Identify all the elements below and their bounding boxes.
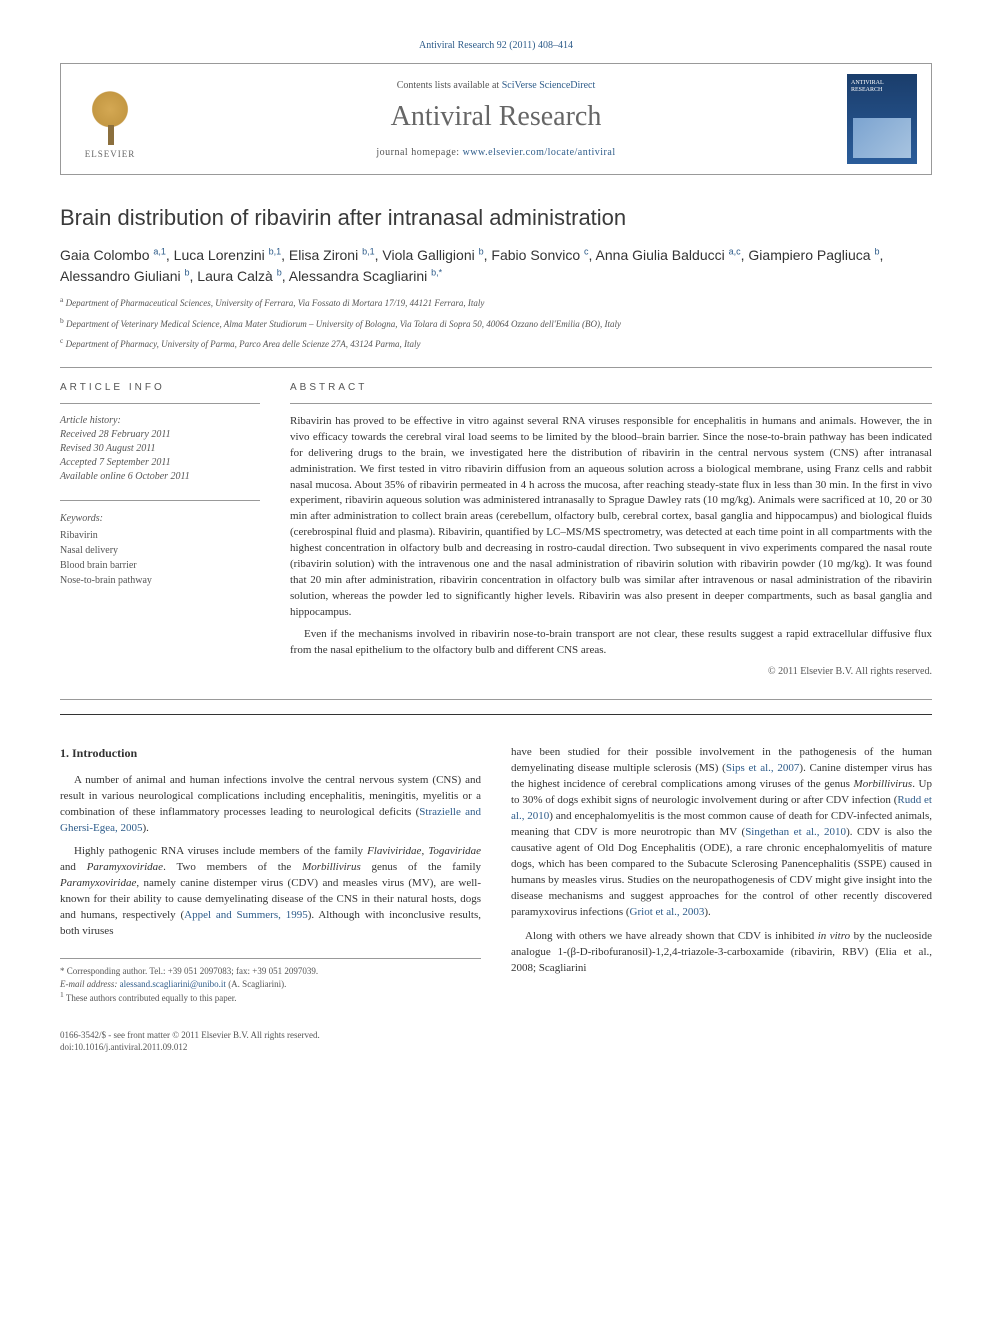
info-rule <box>60 403 260 404</box>
affiliation: b Department of Veterinary Medical Scien… <box>60 316 932 331</box>
homepage-prefix: journal homepage: <box>376 147 462 158</box>
affiliation: a Department of Pharmaceutical Sciences,… <box>60 295 932 310</box>
keywords-block: Keywords: RibavirinNasal deliveryBlood b… <box>60 511 260 588</box>
elsevier-tree-icon <box>85 90 135 145</box>
page-footer: 0166-3542/$ - see front matter © 2011 El… <box>60 1029 932 1054</box>
email-link[interactable]: alessand.scagliarini@unibo.it <box>120 979 226 989</box>
body-right-p1: have been studied for their possible inv… <box>511 745 932 920</box>
journal-center-block: Contents lists available at SciVerse Sci… <box>165 80 827 158</box>
email-line: E-mail address: alessand.scagliarini@uni… <box>60 978 481 991</box>
affiliation: c Department of Pharmacy, University of … <box>60 336 932 351</box>
abstract-p1: Ribavirin has proved to be effective in … <box>290 414 932 621</box>
journal-name: Antiviral Research <box>165 101 827 133</box>
article-info-col: ARTICLE INFO Article history: Received 2… <box>60 382 260 680</box>
body-rule <box>60 714 932 715</box>
contents-prefix: Contents lists available at <box>397 80 502 91</box>
equal-contrib-note: 1 These authors contributed equally to t… <box>60 990 481 1005</box>
corresponding-author: * Corresponding author. Tel.: +39 051 20… <box>60 965 481 978</box>
abstract-heading: ABSTRACT <box>290 382 932 393</box>
intro-heading: 1. Introduction <box>60 745 481 762</box>
email-name: (A. Scagliarini). <box>228 979 286 989</box>
article-info-heading: ARTICLE INFO <box>60 382 260 393</box>
info-abstract-row: ARTICLE INFO Article history: Received 2… <box>60 382 932 680</box>
cover-title: ANTIVIRAL RESEARCH <box>851 80 913 93</box>
abstract-p2: Even if the mechanisms involved in ribav… <box>290 627 932 659</box>
article-history: Article history: Received 28 February 20… <box>60 414 260 484</box>
footnotes: * Corresponding author. Tel.: +39 051 20… <box>60 958 481 1005</box>
keywords-rule <box>60 500 260 501</box>
journal-cover-thumb[interactable]: ANTIVIRAL RESEARCH <box>847 74 917 164</box>
author-list: Gaia Colombo a,1, Luca Lorenzini b,1, El… <box>60 245 932 287</box>
abstract-col: ABSTRACT Ribavirin has proved to be effe… <box>290 382 932 680</box>
history-label: Article history: <box>60 415 121 426</box>
email-label: E-mail address: <box>60 979 117 989</box>
affiliations-block: a Department of Pharmaceutical Sciences,… <box>60 295 932 351</box>
copyright-line: © 2011 Elsevier B.V. All rights reserved… <box>290 665 932 680</box>
sciencedirect-link[interactable]: SciVerse ScienceDirect <box>502 80 596 91</box>
abstract-text: Ribavirin has proved to be effective in … <box>290 414 932 680</box>
body-columns: 1. Introduction A number of animal and h… <box>60 745 932 1005</box>
body-left-p1: A number of animal and human infections … <box>60 773 481 837</box>
body-right-col: have been studied for their possible inv… <box>511 745 932 1005</box>
journal-banner: ELSEVIER Contents lists available at Sci… <box>60 63 932 175</box>
issn-line: 0166-3542/$ - see front matter © 2011 El… <box>60 1029 932 1042</box>
journal-ref-header: Antiviral Research 92 (2011) 408–414 <box>60 40 932 51</box>
contents-line: Contents lists available at SciVerse Sci… <box>165 80 827 91</box>
body-left-p2: Highly pathogenic RNA viruses include me… <box>60 844 481 940</box>
note1-text: These authors contributed equally to thi… <box>66 993 237 1003</box>
rule-bottom <box>60 699 932 700</box>
doi-line: doi:10.1016/j.antiviral.2011.09.012 <box>60 1041 932 1054</box>
body-left-col: 1. Introduction A number of animal and h… <box>60 745 481 1005</box>
homepage-link[interactable]: www.elsevier.com/locate/antiviral <box>463 147 616 158</box>
cover-image <box>853 118 911 158</box>
elsevier-label: ELSEVIER <box>85 149 136 159</box>
rule-top <box>60 367 932 368</box>
article-title: Brain distribution of ribavirin after in… <box>60 205 932 231</box>
homepage-line: journal homepage: www.elsevier.com/locat… <box>165 147 827 158</box>
elsevier-logo[interactable]: ELSEVIER <box>75 79 145 159</box>
body-right-p2: Along with others we have already shown … <box>511 929 932 977</box>
keywords-label: Keywords: <box>60 511 260 526</box>
abstract-rule <box>290 403 932 404</box>
